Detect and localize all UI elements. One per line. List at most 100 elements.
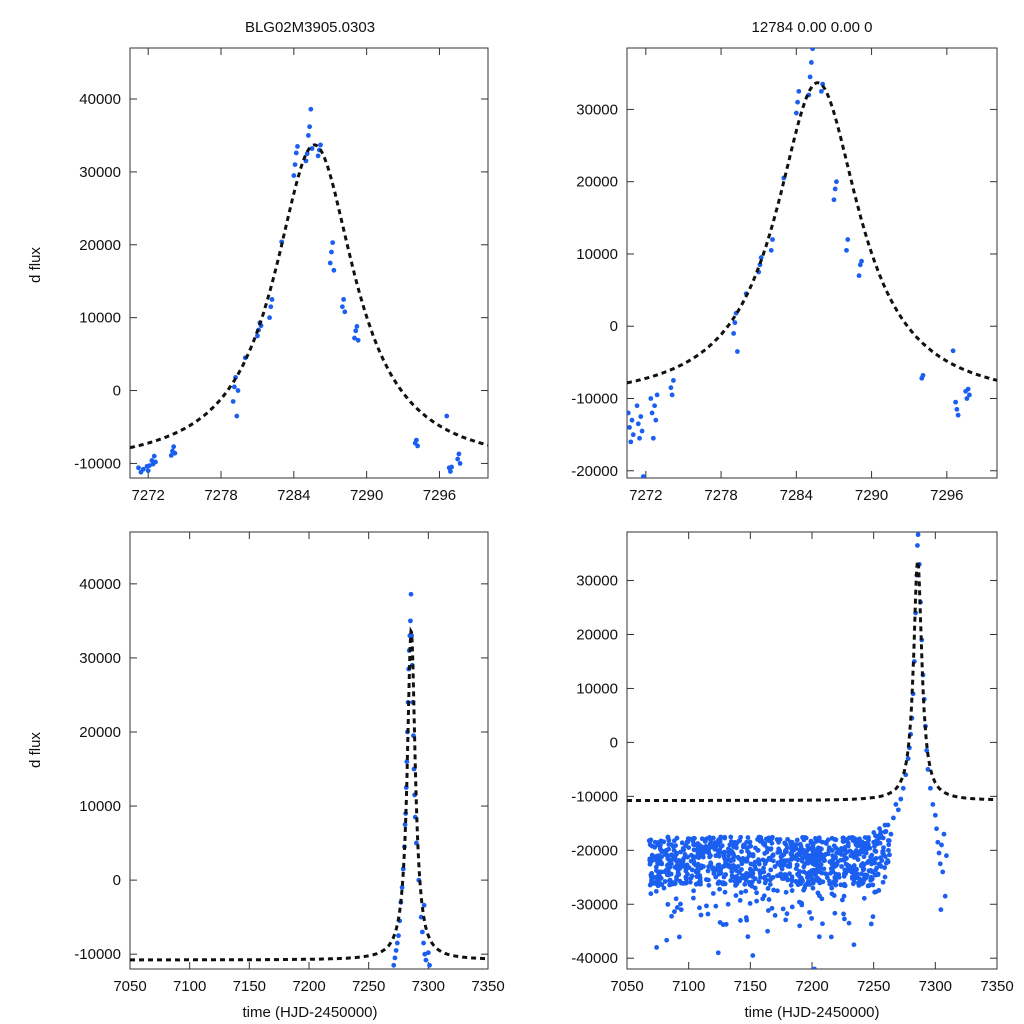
data-point <box>861 854 867 860</box>
data-point <box>694 863 700 869</box>
data-point <box>755 847 761 853</box>
data-point <box>427 962 432 968</box>
x-tick-label: 7284 <box>277 487 310 504</box>
xlabel-bottom-right: time (HJD-2450000) <box>744 1004 879 1021</box>
data-point <box>805 843 810 849</box>
data-point <box>674 905 680 910</box>
data-point <box>678 901 683 907</box>
data-point <box>255 333 260 339</box>
data-point <box>695 868 701 874</box>
data-point <box>839 897 845 903</box>
data-point <box>818 862 824 867</box>
data-point <box>937 861 943 867</box>
data-point <box>739 861 745 867</box>
model-curve <box>130 143 488 450</box>
data-point <box>857 262 863 268</box>
data-point <box>874 841 880 847</box>
data-point <box>748 861 754 867</box>
data-point <box>850 881 856 887</box>
data-point <box>689 867 695 873</box>
data-point <box>808 872 814 878</box>
data-point <box>392 955 398 961</box>
data-point <box>698 912 704 918</box>
data-point <box>783 841 789 847</box>
data-point <box>749 869 755 875</box>
y-tick-label: 10000 <box>576 246 618 263</box>
data-point <box>860 849 866 855</box>
data-point <box>819 870 825 876</box>
data-point <box>679 840 685 846</box>
data-point <box>293 150 299 156</box>
x-tick-label: 7350 <box>980 978 1013 995</box>
data-point <box>657 873 662 879</box>
data-point <box>669 392 675 398</box>
y-tick-label: -10000 <box>571 788 618 805</box>
data-point <box>965 386 971 392</box>
data-point <box>761 869 767 875</box>
data-point <box>737 897 743 903</box>
x-tick-label: 7290 <box>855 487 888 504</box>
y-tick-label: 30000 <box>79 650 121 667</box>
data-point <box>794 837 800 843</box>
data-point <box>672 864 678 870</box>
data-point <box>752 859 758 865</box>
data-point <box>658 842 663 848</box>
data-point <box>455 456 461 462</box>
data-point <box>748 843 754 849</box>
data-point <box>964 396 970 401</box>
data-point <box>647 861 653 867</box>
data-point <box>629 417 635 423</box>
data-point <box>657 880 663 886</box>
data-point <box>784 911 790 917</box>
x-tick-label: 7296 <box>930 487 963 504</box>
data-point <box>342 309 348 315</box>
data-point <box>304 151 310 157</box>
data-point <box>886 847 891 853</box>
data-point <box>730 851 736 856</box>
data-point <box>833 854 839 860</box>
panels: 7272 7278 7284 7290 7296 -10000 0 10000 20000 300… <box>74 47 1014 995</box>
data-point <box>800 855 805 861</box>
data-point <box>805 875 810 880</box>
data-point <box>809 858 815 863</box>
data-point <box>880 879 886 885</box>
data-point <box>932 812 938 818</box>
data-point <box>728 834 734 840</box>
data-point <box>935 839 941 845</box>
data-point <box>920 372 926 378</box>
data-point <box>305 133 311 138</box>
data-point <box>756 857 761 863</box>
data-point <box>728 878 734 883</box>
x-tick-label: 7050 <box>610 978 643 995</box>
data-point <box>942 893 948 899</box>
data-point <box>816 934 822 940</box>
data-point <box>153 459 158 465</box>
data-point <box>811 845 816 851</box>
data-point <box>843 844 848 850</box>
data-point <box>861 895 867 901</box>
data-point <box>808 60 814 65</box>
data-point <box>807 909 812 915</box>
data-point <box>689 873 695 879</box>
data-point <box>870 914 876 920</box>
panel-top-left: 7272 7278 7284 7290 7296 -10000 0 10000 20000 300… <box>74 47 489 504</box>
data-point <box>779 866 785 872</box>
y-tick-label: 40000 <box>79 91 121 108</box>
data-point <box>802 835 808 840</box>
data-point <box>851 863 857 868</box>
data-point <box>783 889 789 895</box>
data-point <box>721 874 727 880</box>
data-point <box>830 865 836 870</box>
data-point <box>841 856 847 862</box>
data-point <box>689 858 695 864</box>
y-tick-label: -20000 <box>571 842 618 859</box>
data-point <box>747 901 753 906</box>
data-point <box>898 796 904 802</box>
data-point <box>757 874 763 880</box>
data-point <box>414 437 419 443</box>
data-point <box>860 867 866 873</box>
data-point <box>862 835 868 840</box>
data-point <box>652 881 658 886</box>
data-point <box>662 869 668 875</box>
data-point <box>444 413 450 419</box>
